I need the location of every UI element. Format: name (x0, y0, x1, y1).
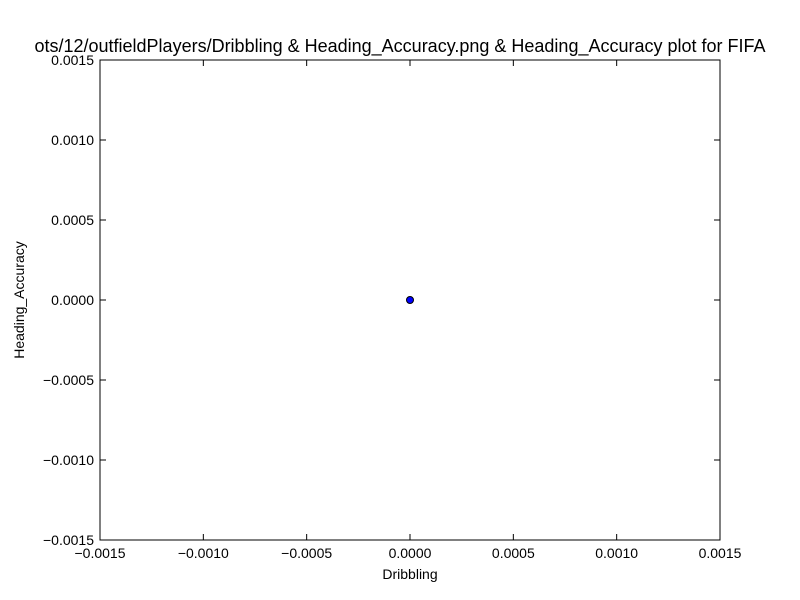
y-tick-label: 0.0000 (51, 292, 94, 308)
x-tick-label: 0.0000 (389, 545, 432, 561)
y-tick-label: 0.0015 (51, 52, 94, 68)
ticks-layer: −0.0015 −0.0010 −0.0005 0.0000 0.0005 0.0010 0… (43, 52, 742, 561)
x-tick-label: −0.0015 (75, 545, 126, 561)
points-layer (406, 296, 414, 304)
x-tick-label: 0.0015 (699, 545, 742, 561)
y-tick-label: −0.0010 (43, 452, 94, 468)
data-point (406, 296, 414, 304)
x-tick-label: 0.0005 (492, 545, 535, 561)
x-tick-label: −0.0010 (178, 545, 229, 561)
y-tick-label: −0.0005 (43, 372, 94, 388)
x-tick-label: 0.0010 (595, 545, 638, 561)
y-tick-label: 0.0010 (51, 132, 94, 148)
plot-frame (99, 59, 721, 541)
y-tick-label: −0.0015 (43, 532, 94, 548)
y-tick-label: 0.0005 (51, 212, 94, 228)
x-axis-label: Dribbling (382, 566, 437, 582)
y-axis-label: Heading_Accuracy (11, 241, 27, 359)
chart-title: ots/12/outfieldPlayers/Dribbling & Headi… (34, 36, 765, 57)
x-tick-label: −0.0005 (281, 545, 332, 561)
